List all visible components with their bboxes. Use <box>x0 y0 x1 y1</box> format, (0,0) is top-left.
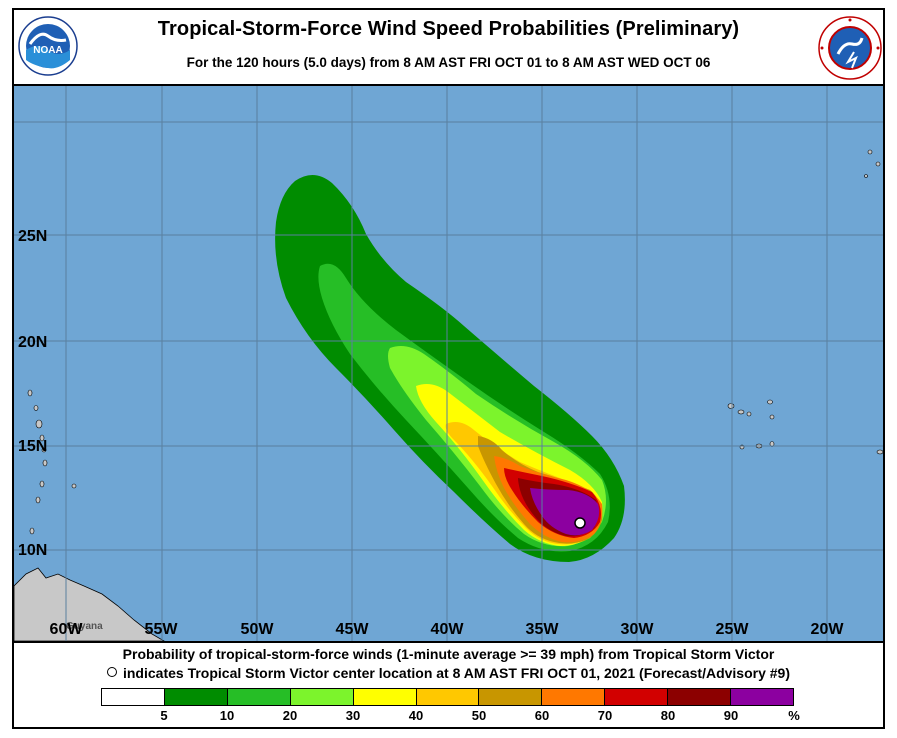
lon-label-40w: 40W <box>430 621 464 638</box>
legend-tick-label: 80 <box>660 708 676 723</box>
place-label-guyana: Guyana <box>66 621 103 632</box>
legend-swatch-2 <box>227 689 291 705</box>
legend-tick-label: % <box>788 708 800 723</box>
legend-tick-label: 40 <box>408 708 424 723</box>
center-marker-icon <box>106 667 117 677</box>
legend-tick-label: 30 <box>345 708 361 723</box>
legend-tick-label: 20 <box>282 708 298 723</box>
map-panel: Guyana <box>14 84 883 643</box>
legend-swatch-10 <box>731 689 793 705</box>
svg-text:NOAA: NOAA <box>33 45 62 56</box>
lat-lon-grid <box>14 86 883 641</box>
legend-swatch-0 <box>102 689 165 705</box>
lon-label-45w: 45W <box>335 621 369 638</box>
lon-label-55w: 55W <box>144 621 178 638</box>
caption-center-note: indicates Tropical Storm Victor center l… <box>0 665 897 681</box>
legend-swatch-1 <box>164 689 228 705</box>
legend-tick-label: 70 <box>597 708 613 723</box>
legend-tick-label: 5 <box>160 708 168 723</box>
islands-lesser-antilles <box>27 389 77 535</box>
nws-logo-icon <box>818 16 882 80</box>
lon-label-30w: 30W <box>620 621 654 638</box>
lat-label-15n: 15N <box>18 438 48 455</box>
legend-tick-label: 90 <box>723 708 739 723</box>
lon-label-50w: 50W <box>240 621 274 638</box>
lat-label-10n: 10N <box>18 542 48 559</box>
probability-map: Guyana <box>14 86 883 641</box>
legend-swatch-9 <box>668 689 732 705</box>
legend-swatch-7 <box>542 689 606 705</box>
storm-center-marker <box>574 517 586 529</box>
caption-description: Probability of tropical-storm-force wind… <box>122 646 775 662</box>
legend-swatch-8 <box>605 689 669 705</box>
legend-tick-label: 10 <box>219 708 235 723</box>
legend-tick-label: 60 <box>534 708 550 723</box>
lon-label-60w: 60W <box>49 621 83 638</box>
lon-label-20w: 20W <box>810 621 844 638</box>
legend-swatch-4 <box>353 689 417 705</box>
lat-label-25n: 25N <box>18 228 48 245</box>
chart-title: Tropical-Storm-Force Wind Speed Probabil… <box>157 18 740 40</box>
lon-label-25w: 25W <box>715 621 749 638</box>
noaa-logo-icon: NOAA <box>18 16 78 76</box>
legend-swatch-5 <box>416 689 480 705</box>
legend-swatch-3 <box>290 689 354 705</box>
lat-label-20n: 20N <box>18 334 48 351</box>
legend-tick-label: 50 <box>471 708 487 723</box>
caption-center-text: indicates Tropical Storm Victor center l… <box>122 665 790 681</box>
legend-swatch-6 <box>479 689 543 705</box>
legend-color-bar <box>101 688 794 706</box>
chart-subtitle: For the 120 hours (5.0 days) from 8 AM A… <box>186 55 711 70</box>
lon-label-35w: 35W <box>525 621 559 638</box>
